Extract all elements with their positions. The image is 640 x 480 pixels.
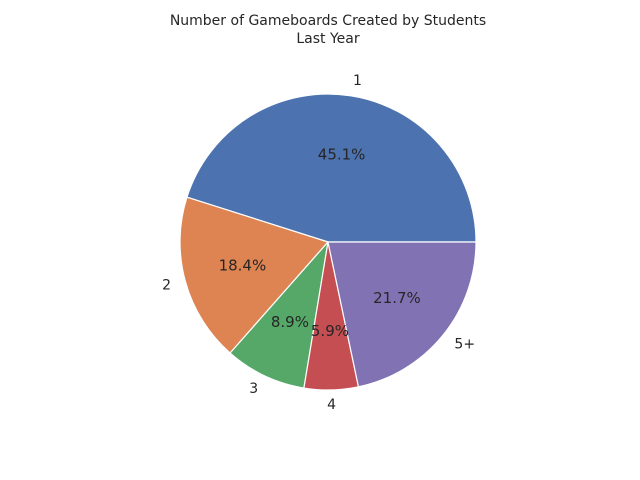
percent-label-4: 5.9% xyxy=(311,322,349,340)
category-label-3: 3 xyxy=(249,381,258,397)
chart-title-line-2: Last Year xyxy=(296,31,360,47)
category-label-2: 2 xyxy=(162,277,171,293)
pie-slices xyxy=(179,93,477,391)
percent-label-5plus: 21.7% xyxy=(373,289,421,307)
pie-labels: 1 45.1% 2 18.4% 3 8.9% 4 5.9% 5+ 21.7% xyxy=(162,73,475,413)
percent-label-3: 8.9% xyxy=(271,313,309,331)
category-label-1: 1 xyxy=(353,73,362,89)
pie-slice-5plus xyxy=(327,241,477,388)
percent-label-2: 18.4% xyxy=(219,257,267,275)
pie-slice-2 xyxy=(179,196,329,354)
pie-slice-1 xyxy=(186,93,477,243)
chart-title-line-1: Number of Gameboards Created by Students xyxy=(169,13,487,29)
category-label-5plus: 5+ xyxy=(454,337,475,353)
category-label-4: 4 xyxy=(327,397,336,413)
pie-slice-3 xyxy=(229,241,329,389)
percent-label-1: 45.1% xyxy=(318,145,366,163)
chart-title: Number of Gameboards Created by Students… xyxy=(0,12,640,48)
